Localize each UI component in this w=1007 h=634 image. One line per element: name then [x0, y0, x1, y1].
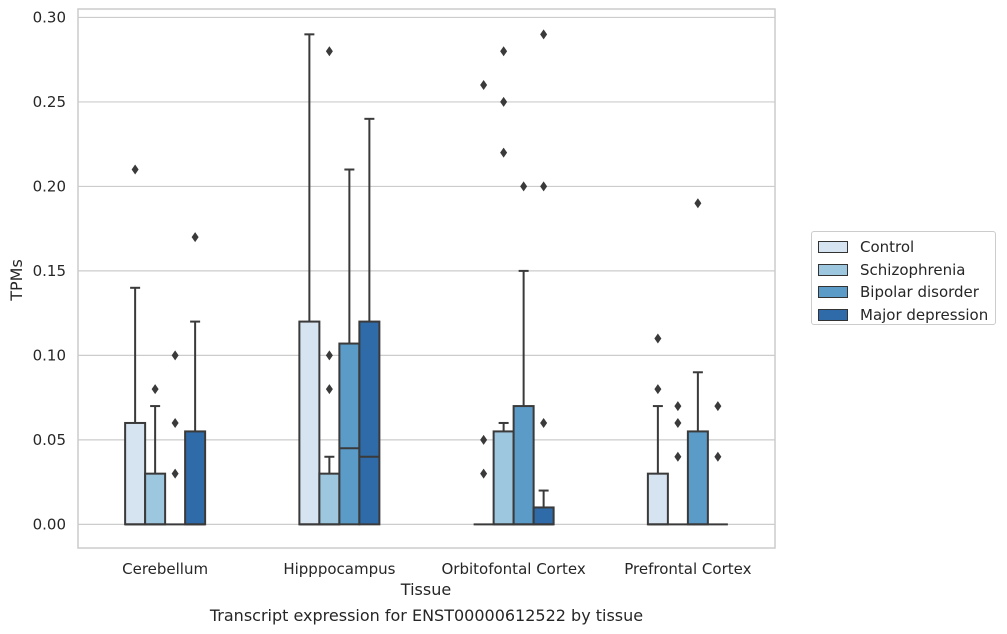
box	[646, 472, 669, 526]
outlier-point	[325, 46, 333, 57]
x-tick-label: Cerebellum	[122, 560, 208, 578]
outlier-point	[694, 198, 702, 209]
outlier-point	[325, 350, 333, 361]
outlier-point	[480, 468, 488, 479]
outlier-point	[500, 147, 508, 158]
box-bipolar-disorder	[512, 181, 535, 526]
box-schizophrenia	[492, 46, 515, 526]
box-control	[473, 80, 494, 526]
box	[532, 506, 555, 526]
legend-item: Major depression	[818, 304, 989, 327]
box-schizophrenia	[667, 401, 688, 526]
legend-label: Schizophrenia	[860, 260, 966, 279]
outlier-point	[171, 417, 179, 428]
x-tick-label: Hipppocampus	[283, 560, 395, 578]
box	[512, 405, 535, 526]
outlier-point	[500, 46, 508, 57]
box-major-depression	[358, 117, 381, 526]
outlier-point	[674, 417, 682, 428]
legend-label: Major depression	[860, 305, 989, 324]
box-bipolar-disorder	[686, 198, 709, 526]
y-tick-label: 0.25	[33, 93, 66, 111]
legend-label: Control	[860, 238, 915, 257]
outlier-point	[520, 181, 528, 192]
y-tick-label: 0.00	[33, 515, 66, 533]
box-bipolar-disorder	[338, 168, 361, 526]
y-tick-label: 0.30	[33, 8, 66, 26]
legend-swatch	[818, 241, 848, 254]
grid-lines	[78, 16, 775, 525]
x-tick-label: Orbitofontal Cortex	[442, 560, 586, 578]
box-plots	[124, 29, 728, 526]
box-major-depression	[184, 232, 207, 526]
outlier-point	[480, 434, 488, 445]
box-major-depression	[532, 29, 555, 526]
outlier-point	[171, 468, 179, 479]
outlier-point	[540, 29, 548, 40]
outlier-point	[654, 333, 662, 344]
box	[338, 342, 361, 526]
y-tick-label: 0.05	[33, 431, 66, 449]
box	[298, 320, 321, 526]
outlier-point	[171, 350, 179, 361]
y-axis-title: TPMs	[7, 259, 26, 302]
x-tick-label: Prefrontal Cortex	[624, 560, 751, 578]
legend-item: Bipolar disorder	[818, 281, 989, 304]
box	[358, 320, 381, 526]
legend-swatch	[818, 263, 848, 276]
box	[492, 430, 515, 526]
legend-swatch	[818, 286, 848, 299]
box-schizophrenia	[144, 384, 167, 526]
box-major-depression	[707, 401, 728, 526]
outlier-point	[674, 451, 682, 462]
y-tick-label: 0.20	[33, 177, 66, 195]
y-tick-label: 0.15	[33, 262, 66, 280]
legend-label: Bipolar disorder	[860, 283, 979, 302]
outlier-point	[151, 384, 159, 395]
box-bipolar-disorder	[165, 350, 186, 526]
box-control	[646, 333, 669, 526]
outlier-point	[674, 401, 682, 412]
outlier-point	[131, 164, 139, 175]
outlier-point	[540, 181, 548, 192]
y-tick-label: 0.10	[33, 346, 66, 364]
legend-item: Control	[818, 236, 989, 259]
outlier-point	[191, 232, 199, 243]
box	[124, 421, 147, 526]
x-axis-title: Tissue	[400, 580, 451, 599]
outlier-point	[500, 96, 508, 107]
box	[686, 430, 709, 526]
outlier-point	[540, 417, 548, 428]
outlier-point	[325, 384, 333, 395]
legend-swatch	[818, 308, 848, 321]
legend: Control Schizophrenia Bipolar disorder Majo…	[811, 231, 996, 325]
chart-caption: Transcript expression for ENST0000061252…	[209, 606, 644, 625]
outlier-point	[654, 384, 662, 395]
outlier-point	[480, 80, 488, 91]
box	[144, 472, 167, 526]
axes: 0.00 0.05 0.10 0.15 0.20 0.25 0.30 Cerebellum Hi…	[33, 8, 776, 578]
box	[318, 472, 341, 526]
outlier-point	[714, 451, 722, 462]
box	[184, 430, 207, 526]
outlier-point	[714, 401, 722, 412]
box-control	[124, 164, 147, 526]
box-schizophrenia	[318, 46, 341, 526]
box-control	[298, 33, 321, 526]
plot-frame	[77, 8, 776, 549]
legend-item: Schizophrenia	[818, 259, 989, 282]
